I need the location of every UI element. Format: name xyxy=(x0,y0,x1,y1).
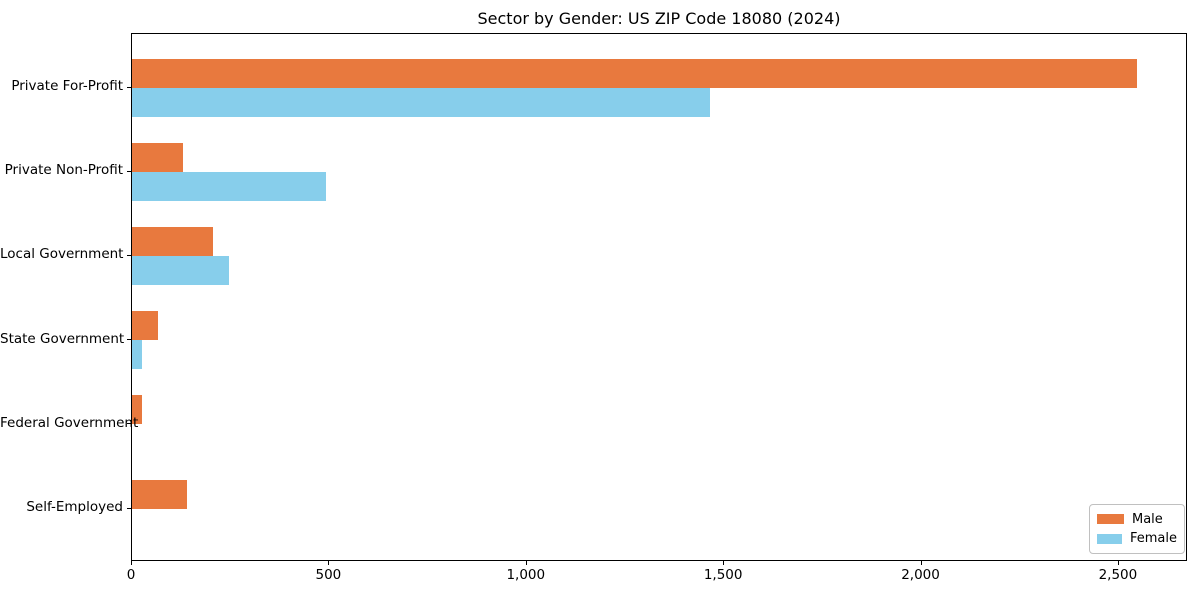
bar-male-state-government xyxy=(132,311,158,341)
y-tick-label-local-government: Local Government xyxy=(0,246,124,263)
x-tick-mark xyxy=(328,561,330,565)
y-tick-label-self-employed: Self-Employed xyxy=(26,499,123,515)
bar-male-federal-government xyxy=(132,395,142,425)
y-tick-mark xyxy=(127,423,131,425)
x-tick-mark xyxy=(525,561,527,565)
bar-female-private-for-profit xyxy=(132,87,710,117)
legend-entry-male: Male xyxy=(1097,512,1177,527)
x-tick-label-2500: 2,500 xyxy=(1098,567,1138,583)
bar-male-private-non-profit xyxy=(132,142,184,172)
y-tick-label-private-non-profit: Private Non-Profit xyxy=(4,162,123,179)
y-tick-mark xyxy=(127,339,131,341)
bar-female-local-government xyxy=(132,255,230,285)
legend-label-female: Female xyxy=(1129,531,1177,547)
plot-area xyxy=(131,33,1187,561)
x-tick-mark xyxy=(920,561,922,565)
chart-title: Sector by Gender: US ZIP Code 18080 (202… xyxy=(477,9,841,28)
bar-male-self-employed xyxy=(132,479,188,509)
y-tick-label-federal-government: Federal Government xyxy=(0,414,139,431)
x-tick-label-1500: 1,500 xyxy=(703,567,743,583)
y-tick-mark xyxy=(127,170,131,172)
x-tick-label-500: 500 xyxy=(315,567,342,583)
y-tick-mark xyxy=(127,254,131,256)
bar-male-private-for-profit xyxy=(132,58,1137,88)
x-tick-mark xyxy=(723,561,725,565)
y-tick-mark xyxy=(127,86,131,88)
y-tick-label-private-for-profit: Private For-Profit xyxy=(11,78,123,94)
x-tick-label-0: 0 xyxy=(126,567,136,583)
legend-entry-female: Female xyxy=(1097,531,1177,546)
bar-female-private-non-profit xyxy=(132,171,327,201)
y-tick-mark xyxy=(127,507,131,509)
y-tick-label-state-government: State Government xyxy=(0,330,125,347)
legend-label-male: Male xyxy=(1132,511,1163,527)
bar-female-state-government xyxy=(132,340,142,370)
x-tick-label-1000: 1,000 xyxy=(506,567,546,583)
x-tick-mark xyxy=(131,561,132,565)
x-tick-label-2000: 2,000 xyxy=(901,567,940,583)
legend-swatch-male xyxy=(1097,514,1124,525)
x-tick-mark xyxy=(1117,561,1119,565)
legend-swatch-female xyxy=(1097,533,1122,544)
bar-male-local-government xyxy=(132,226,213,256)
legend: Male Female xyxy=(1089,504,1185,554)
